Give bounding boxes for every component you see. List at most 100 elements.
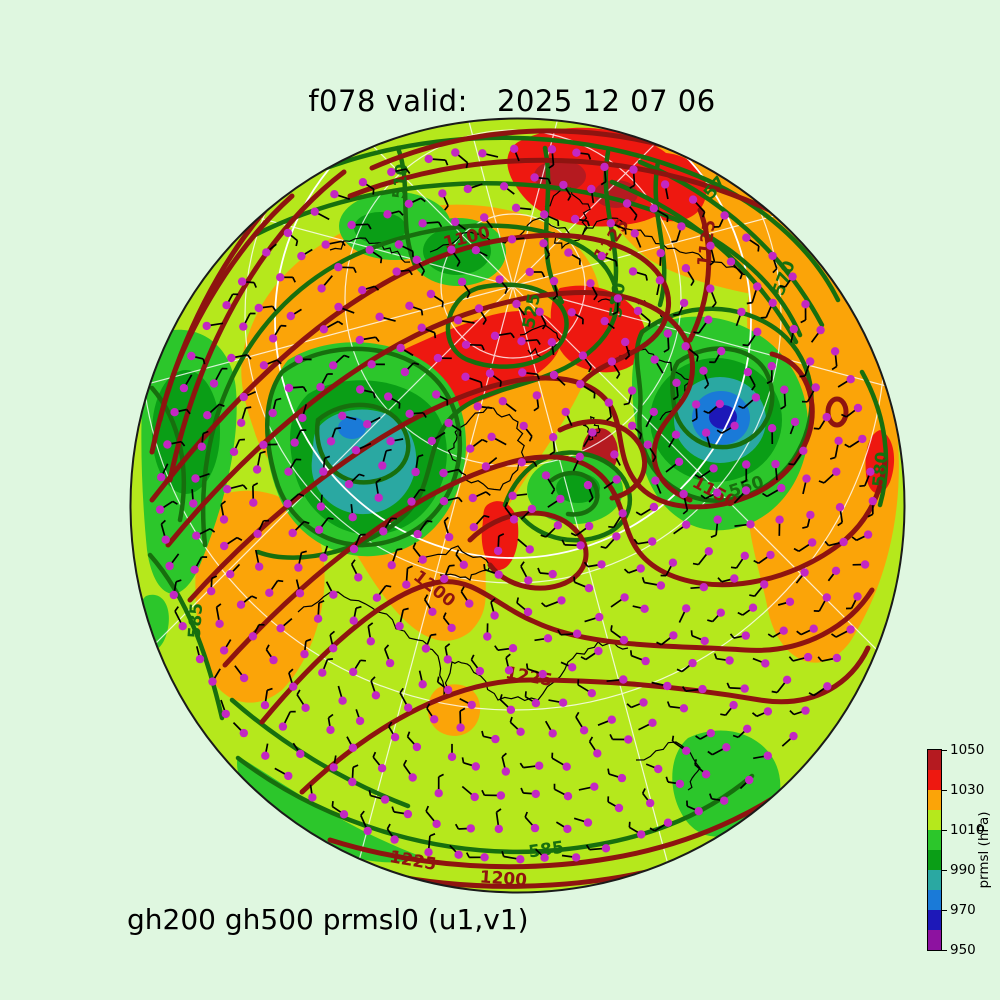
wind-barb-flag: [456, 261, 461, 267]
wind-barb-flag: [436, 676, 440, 683]
wind-barb-flag: [501, 851, 505, 857]
wind-barb-flag: [525, 663, 529, 670]
wind-barb-flag: [708, 793, 713, 800]
station-dot: [349, 616, 358, 625]
station-dot: [494, 824, 503, 834]
station-dot: [202, 321, 211, 331]
wind-barb-flag: [519, 762, 525, 769]
wind-barb-flag: [701, 211, 706, 218]
station-dot: [618, 509, 627, 518]
wind-barb-flag: [449, 564, 455, 567]
colorbar-segment: [928, 870, 941, 890]
wind-barb-flag: [629, 650, 633, 656]
wind-barb-flag: [368, 790, 372, 796]
station-dot: [720, 796, 729, 805]
wind-barb-flag: [419, 488, 426, 492]
station-dot: [454, 850, 463, 859]
wind-barb-flag: [331, 801, 334, 807]
station-dot: [394, 240, 404, 249]
wind-barb-flag: [444, 159, 449, 166]
station-dot: [356, 385, 365, 394]
station-dot: [390, 835, 399, 844]
station-dot: [835, 503, 845, 512]
wind-barb-flag: [552, 295, 558, 300]
station-dot: [704, 547, 713, 556]
station-dot: [517, 337, 526, 346]
station-dot: [443, 655, 452, 664]
station-dot: [195, 654, 205, 664]
station-dot: [387, 561, 396, 570]
wind-barb-flag: [375, 478, 382, 484]
station-dot: [563, 824, 572, 834]
station-dot: [405, 409, 414, 418]
station-dot: [289, 682, 298, 691]
station-dot: [694, 807, 703, 816]
wind-barb-flag: [831, 365, 838, 371]
wind-barb-flag: [367, 223, 372, 230]
station-dot: [501, 767, 510, 776]
wind-barb-flag: [420, 309, 424, 316]
wind-barb-flag: [753, 559, 759, 565]
station-dot: [387, 167, 396, 177]
wind-barb-flag: [757, 245, 760, 252]
wind-barb-flag: [831, 633, 837, 638]
wind-barb-flag: [504, 288, 509, 295]
station-dot: [509, 515, 519, 524]
station-dot: [473, 402, 482, 411]
station-dot: [675, 779, 685, 789]
station-dot: [775, 515, 784, 524]
station-dot: [573, 629, 582, 638]
station-dot: [284, 383, 294, 393]
station-dot: [407, 497, 416, 506]
wind-barb-flag: [626, 703, 632, 709]
station-dot: [656, 248, 665, 258]
station-dot: [831, 566, 841, 575]
station-dot: [467, 700, 476, 710]
station-dot: [434, 789, 443, 798]
station-dot: [730, 574, 739, 583]
colorbar-segment: [928, 850, 941, 870]
station-dot: [378, 461, 387, 470]
station-dot: [584, 584, 594, 593]
wind-barb-flag: [837, 521, 843, 527]
station-dot: [461, 340, 471, 349]
station-dot: [284, 771, 293, 781]
station-dot: [396, 343, 405, 353]
station-dot: [288, 528, 297, 538]
station-dot: [170, 408, 179, 417]
station-dot: [262, 248, 271, 257]
station-dot: [451, 217, 460, 227]
station-dot: [607, 715, 616, 724]
wind-barb-flag: [707, 750, 713, 756]
station-dot: [223, 485, 232, 494]
wind-barb-flag: [426, 703, 431, 709]
wind-barb-flag: [726, 682, 731, 689]
wind-barb-flag: [295, 240, 299, 247]
wind-barb-flag: [540, 534, 547, 538]
wind-barb-flag: [629, 184, 635, 189]
wind-barb-flag: [694, 759, 698, 765]
station-dot: [440, 574, 449, 583]
station-dot: [253, 529, 262, 538]
wind-barb-flag: [607, 768, 610, 775]
station-dot: [860, 560, 870, 569]
station-dot: [649, 204, 658, 213]
wind-barb-flag: [186, 408, 191, 415]
station-dot: [427, 436, 436, 446]
wind-barb-flag: [693, 331, 700, 334]
wind-barb-flag: [533, 406, 539, 412]
wind-barb-flag: [407, 565, 413, 570]
wind-barb-flag: [666, 701, 671, 707]
station-dot: [284, 467, 293, 476]
station-dot: [276, 624, 285, 633]
wind-barb-flag: [647, 321, 651, 327]
meridian-line: [512, 285, 682, 893]
colorbar-axis-label: prmsl (hPa): [976, 811, 992, 889]
station-dot: [688, 195, 698, 204]
station-dot: [617, 773, 627, 783]
station-dot: [308, 793, 317, 802]
station-dot: [543, 634, 553, 643]
station-dot: [524, 576, 533, 585]
station-dot: [355, 335, 364, 345]
station-dot: [788, 272, 797, 281]
